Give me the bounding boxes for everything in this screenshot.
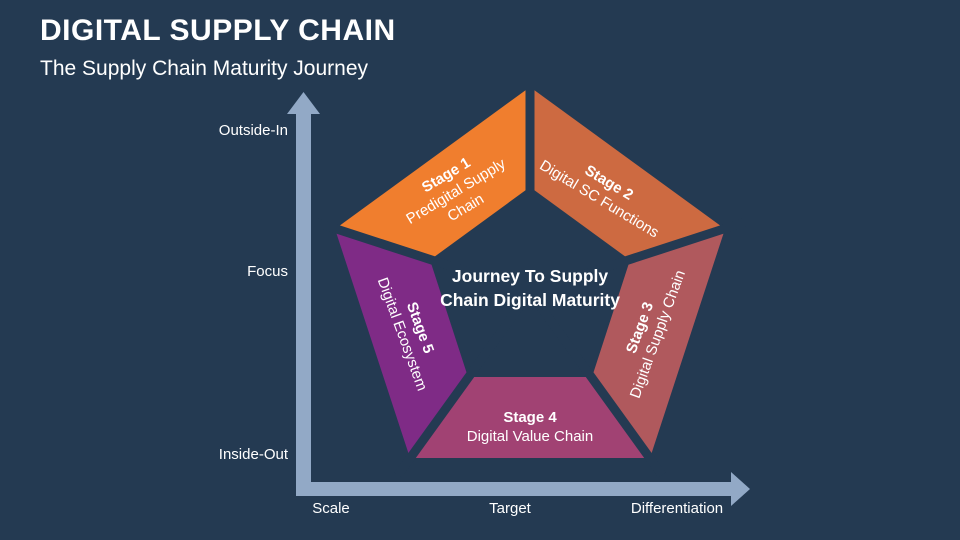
x-axis-label-differentiation: Differentiation (630, 500, 724, 517)
y-axis-label-inside-out: Inside-Out (218, 446, 288, 463)
stage-4-label: Stage 4 Digital Value Chain (445, 408, 615, 446)
stage-1-segment (335, 87, 530, 260)
y-axis-label-focus: Focus (247, 263, 288, 280)
y-axis-label-outside-in: Outside-In (218, 122, 288, 139)
axes (287, 92, 750, 506)
slide-subtitle: The Supply Chain Maturity Journey (40, 57, 368, 80)
x-axis-arrow-icon (731, 472, 750, 506)
stage-3-segment (592, 229, 725, 458)
y-axis-line (296, 110, 311, 496)
slide-title: DIGITAL SUPPLY CHAIN (40, 14, 396, 47)
pentagon-center-label: Journey To Supply Chain Digital Maturity (440, 266, 620, 310)
x-axis-label-scale: Scale (312, 500, 350, 517)
x-axis-line (296, 482, 732, 496)
stage-4-desc: Digital Value Chain (466, 428, 594, 446)
x-axis-label-target: Target (489, 500, 531, 517)
stage-2-segment (530, 87, 725, 260)
y-axis-arrow-icon (287, 92, 320, 114)
stage-5-segment (335, 229, 468, 458)
stage-4-segment (410, 377, 650, 458)
segment-gaps (313, 66, 747, 478)
pentagon-segments (335, 87, 725, 458)
stage-4-name: Stage 4 (503, 409, 557, 426)
